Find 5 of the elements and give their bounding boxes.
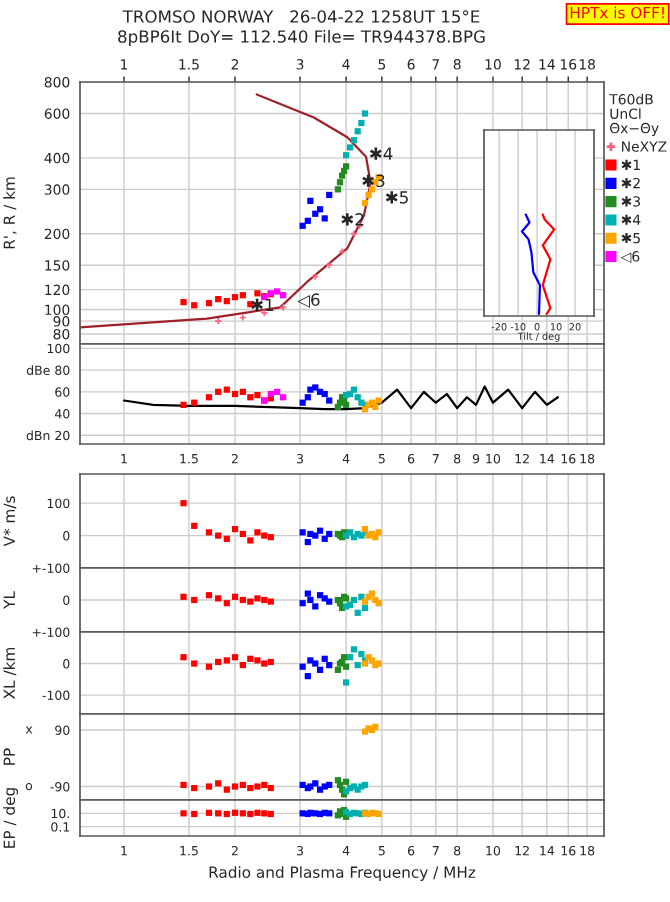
chart-title: TROMSO NORWAY 26-04-22 1258UT 15°E xyxy=(122,10,480,23)
annotation: ◁6 xyxy=(297,293,320,308)
chart-subtitle: 8pBP6It DoY= 112.540 File= TR944378.BPG xyxy=(118,29,485,47)
annotation: ✱5 xyxy=(385,191,408,204)
annotation: ✱4 xyxy=(369,147,393,160)
